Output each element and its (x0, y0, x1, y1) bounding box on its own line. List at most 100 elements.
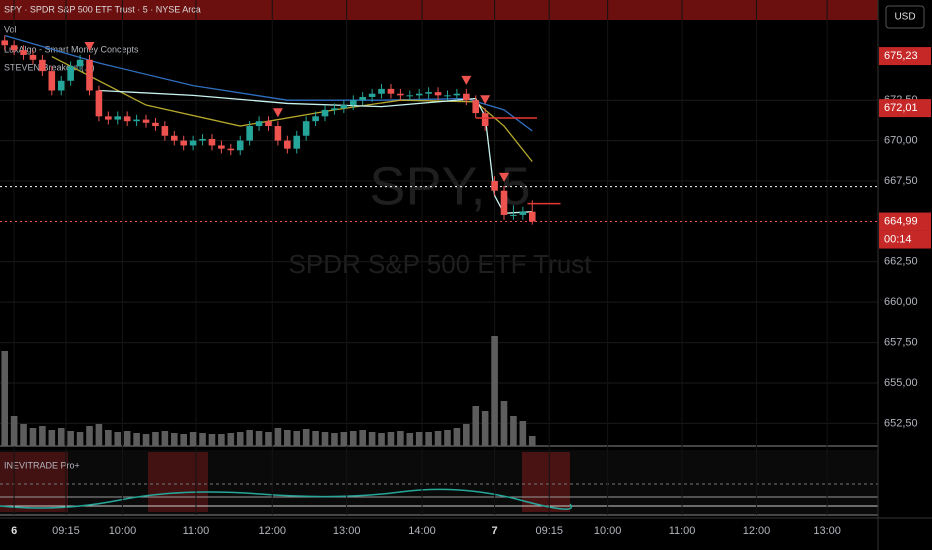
volume-bar (519, 421, 527, 446)
x-tick-label: 7 (492, 525, 498, 537)
candle-body (199, 138, 206, 141)
candle-body (274, 126, 282, 141)
watermark-name: SPDR S&P 500 ETF Trust (289, 249, 593, 279)
volume-bar (331, 433, 338, 446)
candle-body (340, 105, 348, 109)
candle-body (86, 59, 93, 91)
x-tick-label: 10:00 (594, 525, 622, 537)
x-tick-label: 11:00 (183, 525, 210, 537)
candle-body (415, 93, 423, 96)
pane-shade (0, 452, 68, 512)
y-tick-label: 667,50 (884, 175, 918, 187)
price-badge (879, 47, 931, 66)
y-tick-label: 655,00 (884, 377, 918, 389)
candle-body (463, 93, 470, 101)
candle-body (10, 45, 18, 51)
volume-bar (397, 431, 404, 446)
candle-body (359, 96, 366, 101)
candle-body (227, 148, 235, 151)
volume-bar (425, 432, 432, 446)
candle-body (293, 135, 301, 149)
sell-signal (499, 172, 510, 182)
volume-bar (95, 424, 103, 446)
volume-bar (500, 401, 508, 446)
volume-bar (114, 432, 122, 446)
candle-body (321, 109, 329, 117)
header-band (0, 0, 878, 20)
candle-body (123, 116, 131, 122)
indicator-line (4, 34, 533, 132)
volume-bar (246, 430, 253, 446)
volume-bar (29, 428, 37, 446)
price-badge (879, 99, 931, 118)
volume-bar (463, 424, 470, 446)
candle-body (208, 138, 216, 146)
candle-body (491, 180, 498, 191)
candle-body (434, 92, 442, 96)
x-tick-label: 09:15 (52, 525, 80, 537)
candle-body (152, 122, 159, 127)
volume-bar (472, 406, 480, 446)
price-badge-label: 664,99 (884, 215, 918, 227)
candle-body (57, 80, 65, 91)
candle-body (444, 95, 451, 97)
candle-body (519, 211, 527, 215)
y-tick-label: 670,00 (884, 134, 918, 146)
pane-title: INEVITRADE Pro+ (4, 460, 80, 470)
sell-signal (84, 41, 95, 51)
currency-label[interactable]: USD (894, 12, 915, 23)
volume-bar (152, 432, 159, 446)
candle-body (500, 190, 508, 215)
candle-body (510, 214, 517, 216)
y-tick-label: 652,50 (884, 417, 918, 429)
y-tick-label: 660,00 (884, 296, 918, 308)
x-tick-label: 10:00 (109, 525, 137, 537)
volume-bar (312, 431, 319, 446)
lower-pane (0, 450, 878, 515)
volume-bar (284, 430, 291, 446)
sell-signal (461, 75, 472, 85)
price-badge (879, 212, 931, 231)
volume-bar (161, 431, 169, 446)
indicator-label: LuxAlgo - Smart Money Concepts (4, 44, 139, 54)
x-tick-label: 13:00 (333, 525, 361, 537)
pane-shade (148, 452, 208, 512)
volume-bar (387, 432, 395, 446)
candle-body (189, 140, 197, 146)
price-axis (878, 0, 932, 550)
indicator-label: STEVEN Breakout (...) (4, 62, 95, 72)
volume-bar (86, 426, 93, 446)
candle-body (331, 108, 338, 110)
candle-body (406, 95, 414, 97)
candle-body (161, 126, 169, 136)
candle-body (105, 116, 112, 120)
volume-bar (105, 430, 112, 446)
candle-body (142, 119, 150, 123)
volume-bar (142, 434, 150, 446)
y-tick-label: 662,50 (884, 256, 918, 268)
countdown-badge (879, 230, 931, 249)
candle-body (472, 100, 480, 114)
x-tick-label: 11:00 (669, 525, 696, 537)
volume-bar (20, 424, 27, 446)
volume-bar (434, 431, 442, 446)
candle-body (528, 211, 536, 222)
volume-bar (39, 426, 46, 446)
price-badge-label: 675,23 (884, 50, 918, 62)
volume-bar (57, 428, 65, 446)
currency-button[interactable] (885, 5, 925, 29)
candle-body (170, 135, 178, 141)
volume-bar (274, 428, 282, 446)
candle-body (39, 59, 46, 72)
sell-signal (480, 95, 491, 105)
candle-body (20, 50, 27, 55)
candle-body (481, 113, 489, 127)
volume-bar (481, 411, 489, 446)
volume-bar (491, 336, 498, 446)
candle-body (180, 140, 187, 146)
volume-bar (76, 432, 84, 446)
candle-body (29, 54, 37, 60)
x-tick-label: 12:00 (258, 525, 286, 537)
candle-body (114, 116, 122, 120)
y-tick-label: 657,50 (884, 336, 918, 348)
